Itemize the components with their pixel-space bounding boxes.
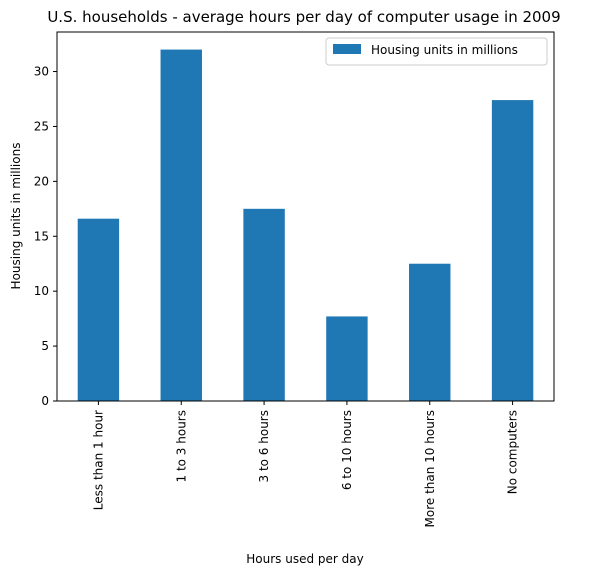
- y-tick-label: 30: [34, 65, 49, 79]
- bars-group: [77, 49, 534, 401]
- y-tick-label: 5: [41, 339, 49, 353]
- bar: [491, 100, 534, 401]
- y-tick-label: 25: [34, 119, 49, 133]
- bar: [77, 218, 120, 401]
- y-tick-label: 10: [34, 284, 49, 298]
- x-tick-label: 1 to 3 hours: [174, 410, 188, 483]
- y-tick-label: 15: [34, 229, 49, 243]
- plot-frame: [56, 31, 555, 402]
- x-axis: Less than 1 hour 1 to 3 hours 3 to 6 hours…: [91, 401, 520, 527]
- x-tick-label: More than 10 hours: [423, 410, 437, 527]
- bar: [326, 316, 368, 401]
- y-axis-label: Housing units in millions: [9, 143, 23, 290]
- x-tick-label: No computers: [506, 410, 520, 494]
- legend-swatch: [333, 44, 361, 54]
- y-tick-label: 20: [34, 174, 49, 188]
- legend: Housing units in millions: [325, 37, 548, 66]
- x-tick-label: 6 to 10 hours: [340, 410, 354, 490]
- bar: [243, 208, 285, 401]
- bar: [409, 263, 451, 401]
- x-tick-label: 3 to 6 hours: [257, 410, 271, 483]
- x-tick-label: Less than 1 hour: [91, 410, 105, 510]
- chart-title: U.S. households - average hours per day …: [47, 8, 560, 26]
- y-tick-label: 0: [41, 394, 49, 408]
- y-axis: 0 5 10 15 20 25 30: [34, 65, 57, 408]
- legend-label: Housing units in millions: [371, 43, 518, 57]
- legend-box: [325, 37, 548, 66]
- x-axis-label: Hours used per day: [246, 552, 363, 566]
- bar: [160, 49, 202, 401]
